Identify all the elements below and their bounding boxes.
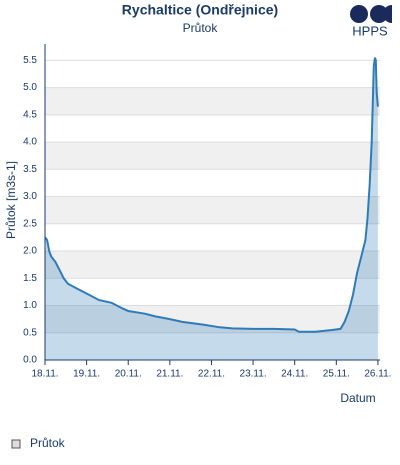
y-tick-label: 3.5 <box>23 164 37 175</box>
x-axis-label: Datum <box>340 391 375 405</box>
x-tick-label: 22.11. <box>198 369 225 380</box>
grid-band <box>45 87 380 115</box>
y-tick-label: 4.0 <box>23 137 37 148</box>
grid-band <box>45 196 380 224</box>
x-tick-label: 24.11. <box>281 369 308 380</box>
grid-band <box>45 142 380 170</box>
y-tick-label: 3.0 <box>23 191 37 202</box>
x-tick-label: 26.11. <box>364 369 391 380</box>
logo-dot <box>370 5 388 23</box>
y-tick-label: 2.5 <box>23 218 37 229</box>
y-tick-label: 0.0 <box>23 355 37 366</box>
x-tick-label: 25.11. <box>323 369 350 380</box>
x-tick-label: 21.11. <box>156 369 183 380</box>
grid-band <box>45 251 380 279</box>
logo-text: HPPS <box>352 23 388 38</box>
legend-swatch <box>11 439 21 449</box>
y-tick-label: 1.5 <box>23 273 37 284</box>
grid-band <box>45 305 380 333</box>
y-axis-label: Průtok [m3s-1] <box>4 161 18 239</box>
y-tick-label: 5.5 <box>23 55 37 66</box>
area <box>45 57 378 360</box>
chart-title: Rychaltice (Ondřejnice) <box>122 2 278 18</box>
logo-dot <box>350 5 368 23</box>
y-tick-label: 4.5 <box>23 109 37 120</box>
x-tick-label: 18.11. <box>31 369 58 380</box>
x-tick-label: 19.11. <box>73 369 100 380</box>
y-tick-label: 1.0 <box>23 300 37 311</box>
x-tick-label: 20.11. <box>115 369 142 380</box>
chart-subtitle: Průtok <box>183 21 219 35</box>
y-tick-label: 0.5 <box>23 327 37 338</box>
legend-label[interactable]: Průtok <box>30 436 66 450</box>
y-tick-label: 2.0 <box>23 246 37 257</box>
logo-dot <box>383 5 392 23</box>
line <box>44 57 379 333</box>
x-tick-label: 23.11. <box>240 369 267 380</box>
logo: HPPS <box>350 5 392 38</box>
y-tick-label: 5.0 <box>23 82 37 93</box>
